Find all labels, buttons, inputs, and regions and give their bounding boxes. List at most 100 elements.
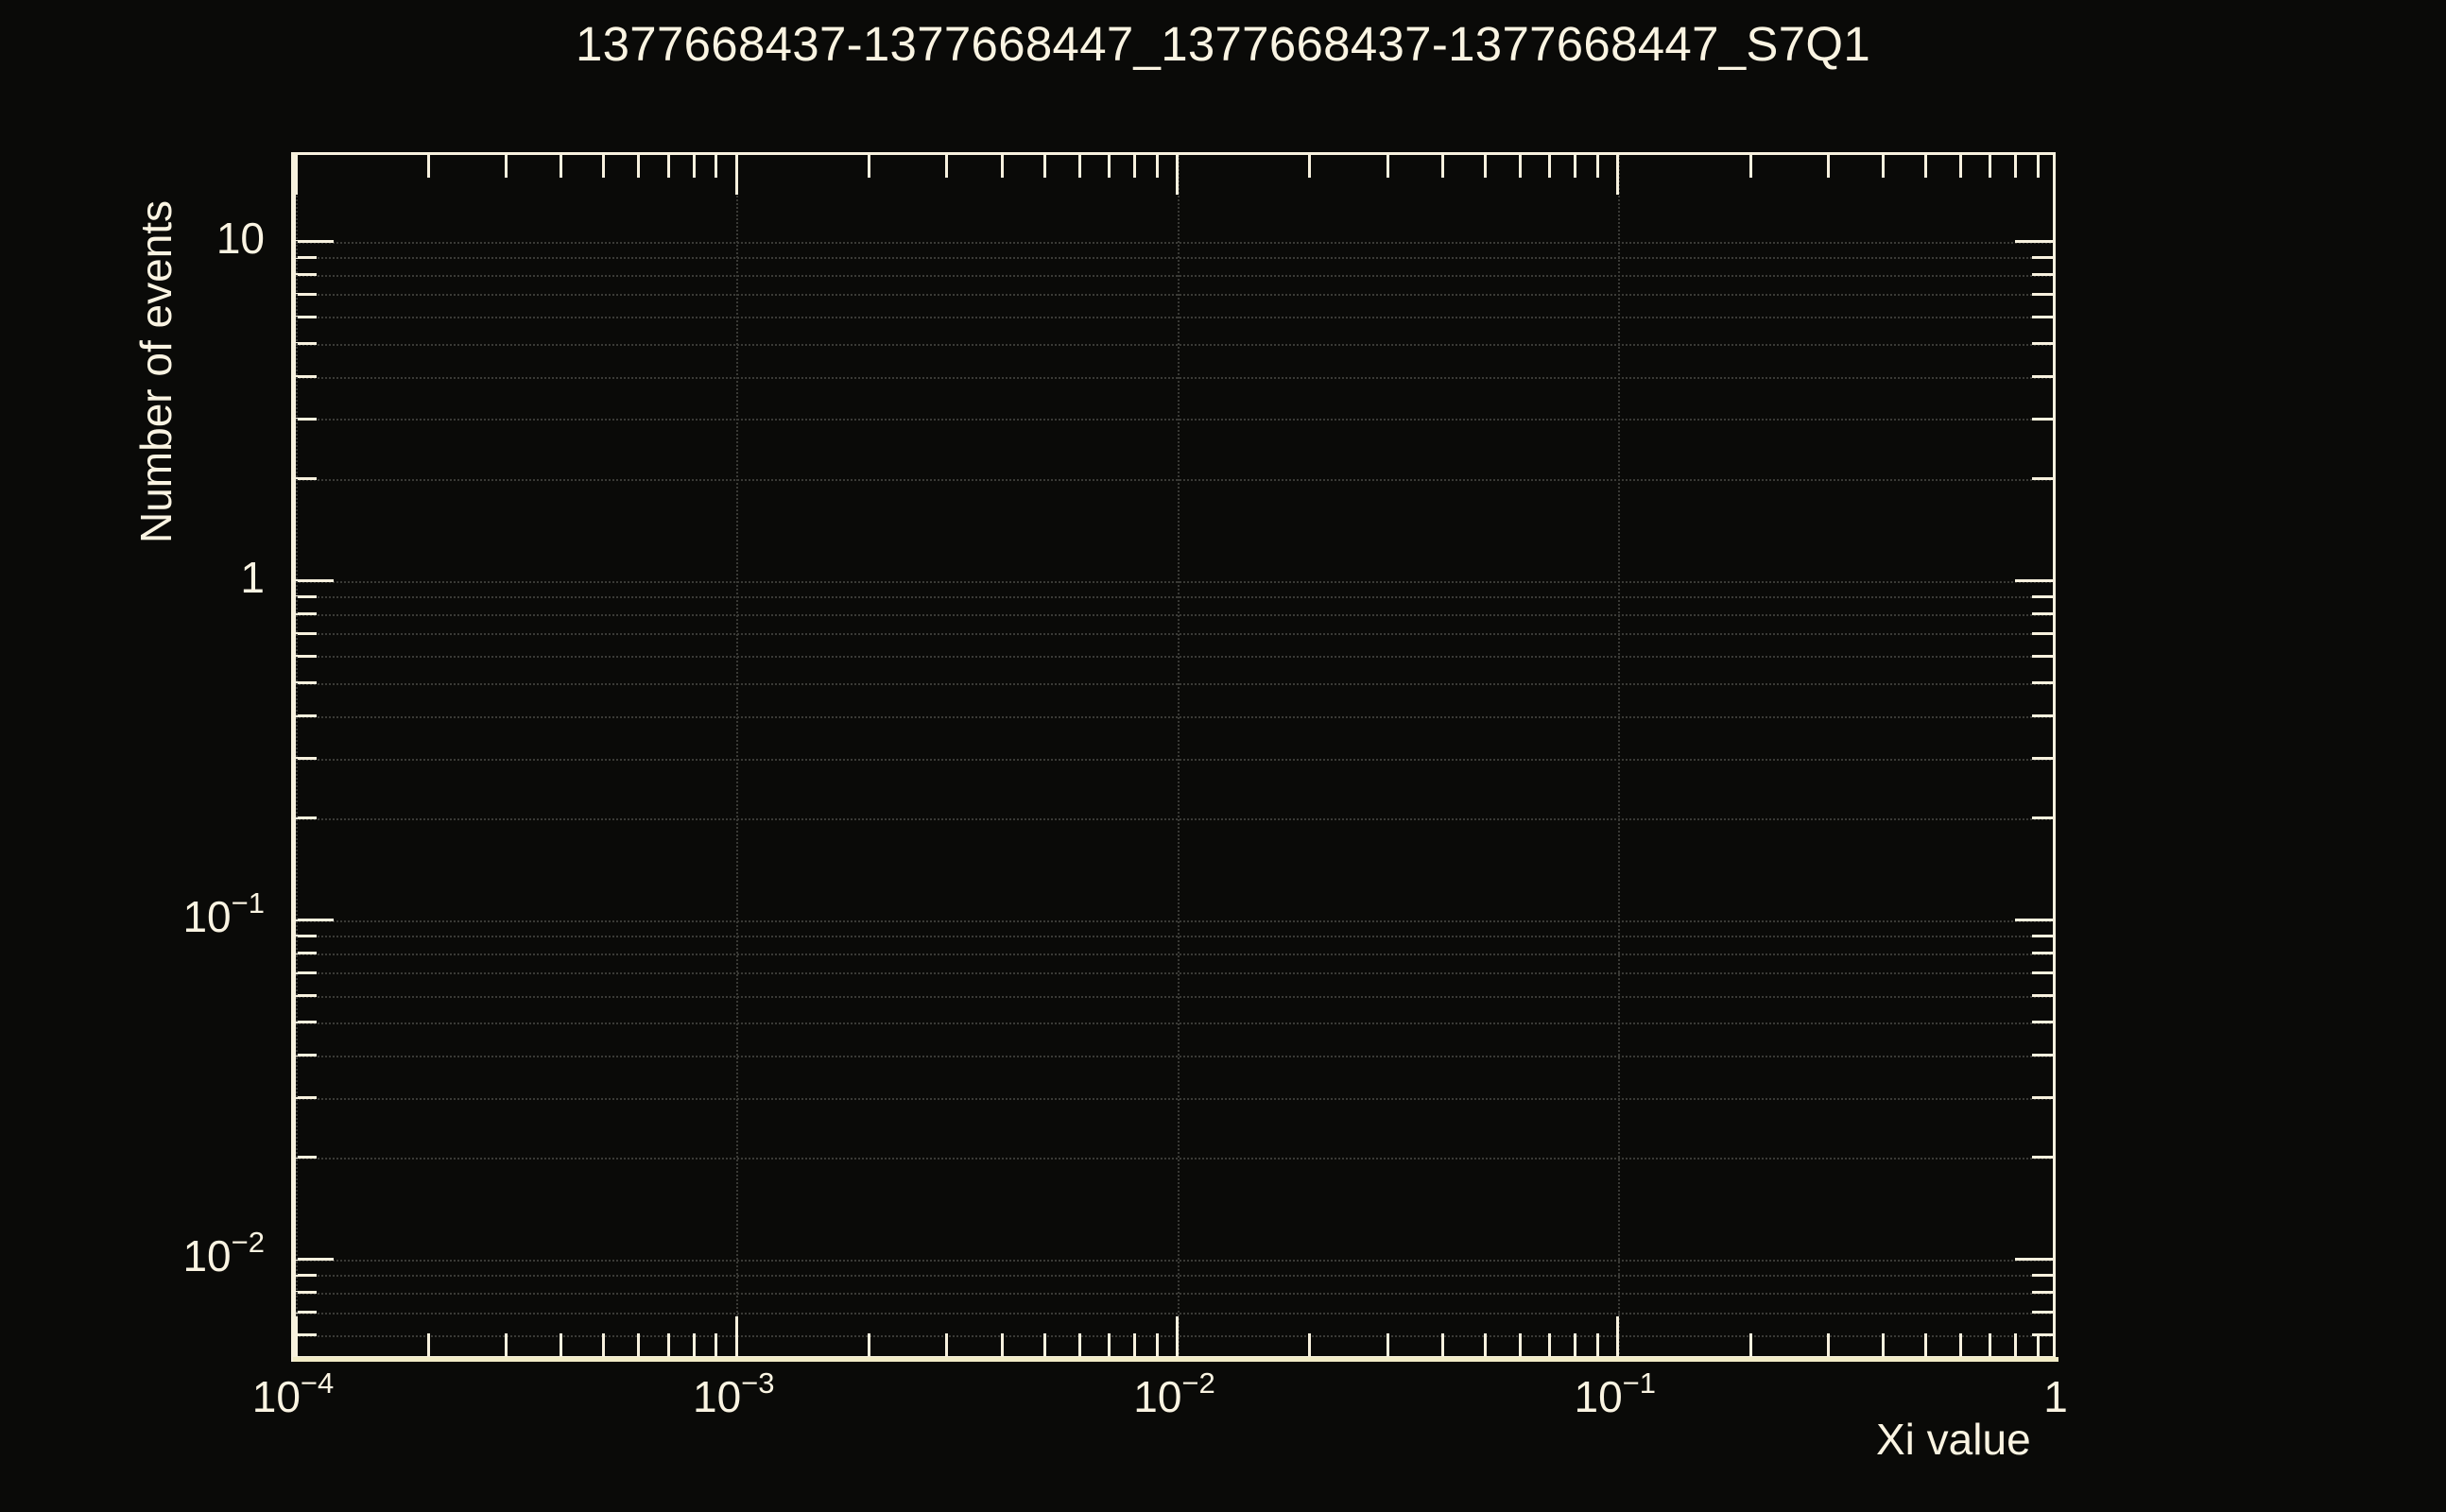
x-tick-top [1518, 155, 1522, 178]
x-tick [1132, 1333, 1136, 1356]
x-tick-top [1000, 155, 1004, 178]
y-tick-label: 10−2 [182, 1225, 265, 1280]
x-tick-top [1155, 155, 1159, 178]
y-tick [296, 654, 317, 658]
x-tick-top [1924, 155, 1928, 178]
y-tick-right [2032, 375, 2053, 379]
y-tick [296, 971, 317, 974]
x-tick-top [505, 155, 508, 178]
y-gridline [296, 817, 2053, 820]
x-tick [2014, 1333, 2018, 1356]
y-tick [296, 342, 317, 346]
x-tick-top [1132, 155, 1136, 178]
y-tick [296, 1156, 317, 1160]
x-tick [1616, 1316, 1620, 1356]
y-tick-right [2032, 816, 2053, 820]
y-gridline [296, 343, 2053, 346]
x-tick [945, 1333, 949, 1356]
x-tick [1574, 1333, 1577, 1356]
x-tick-top [2014, 155, 2018, 178]
y-tick [296, 919, 334, 922]
y-tick [296, 816, 317, 820]
y-tick-right [2032, 1333, 2053, 1337]
x-gridline [296, 155, 298, 1356]
x-tick [1308, 1333, 1312, 1356]
x-tick-top [868, 155, 871, 178]
x-tick [666, 1333, 670, 1356]
y-gridline [296, 580, 2053, 583]
x-tick [1748, 1333, 1752, 1356]
y-gridline [296, 1157, 2053, 1160]
y-tick-right [2032, 952, 2053, 955]
x-tick [1155, 1333, 1159, 1356]
x-tick [868, 1333, 871, 1356]
x-tick [602, 1333, 606, 1356]
y-tick [296, 1273, 317, 1277]
y-gridline [296, 317, 2053, 319]
y-tick-right [2032, 342, 2053, 346]
x-tick [296, 1316, 298, 1356]
y-tick-right [2032, 477, 2053, 481]
y-axis-line [291, 152, 295, 1362]
x-tick [1595, 1333, 1599, 1356]
x-tick [637, 1333, 641, 1356]
y-tick-right [2032, 714, 2053, 718]
y-gridline [296, 241, 2053, 244]
x-tick-top [734, 155, 738, 195]
x-tick-label: 10−1 [1574, 1366, 1657, 1421]
y-tick [296, 1258, 334, 1262]
x-tick-label: 10−3 [692, 1366, 775, 1421]
y-tick-right [2032, 681, 2053, 685]
x-tick-top [1882, 155, 1885, 178]
x-tick-top [1308, 155, 1312, 178]
y-tick-right [2032, 1311, 2053, 1314]
x-tick [1548, 1333, 1551, 1356]
x-tick-top [1077, 155, 1081, 178]
y-tick [296, 594, 317, 598]
x-tick-top [2037, 155, 2041, 178]
x-tick-label: 1 [2043, 1372, 2068, 1421]
y-gridline [296, 758, 2053, 761]
y-gridline [296, 257, 2053, 260]
y-tick-right [2032, 1054, 2053, 1057]
y-tick-right [2032, 994, 2053, 997]
y-tick [296, 1054, 317, 1057]
x-tick [1042, 1333, 1046, 1356]
x-tick [1077, 1333, 1081, 1356]
x-tick [1440, 1333, 1444, 1356]
y-gridline [296, 633, 2053, 636]
x-tick [505, 1333, 508, 1356]
y-tick [296, 255, 317, 259]
y-tick-right [2032, 1273, 2053, 1277]
x-tick-top [1176, 155, 1179, 195]
x-tick-top [637, 155, 641, 178]
x-tick-top [1959, 155, 1963, 178]
y-tick-right [2015, 240, 2053, 244]
x-tick [1882, 1333, 1885, 1356]
y-gridline [296, 972, 2053, 975]
y-tick [296, 1333, 317, 1337]
y-tick [296, 934, 317, 937]
x-tick [426, 1333, 430, 1356]
y-tick [296, 579, 334, 583]
x-tick [1176, 1316, 1179, 1356]
y-tick-right [2015, 579, 2053, 583]
y-gridline [296, 1275, 2053, 1278]
x-tick-top [715, 155, 718, 178]
x-tick-top [1483, 155, 1487, 178]
y-tick-right [2032, 273, 2053, 276]
y-tick [296, 1021, 317, 1024]
y-tick [296, 681, 317, 685]
x-tick [1959, 1333, 1963, 1356]
y-gridline [296, 294, 2053, 297]
x-tick [1000, 1333, 1004, 1356]
y-tick-right [2015, 919, 2053, 922]
x-tick-top [1574, 155, 1577, 178]
plot-frame[interactable] [293, 152, 2056, 1359]
x-tick-label: 10−2 [1133, 1366, 1215, 1421]
y-tick [296, 612, 317, 615]
x-tick [692, 1333, 696, 1356]
y-tick-right [2032, 315, 2053, 318]
y-gridline [296, 1055, 2053, 1057]
